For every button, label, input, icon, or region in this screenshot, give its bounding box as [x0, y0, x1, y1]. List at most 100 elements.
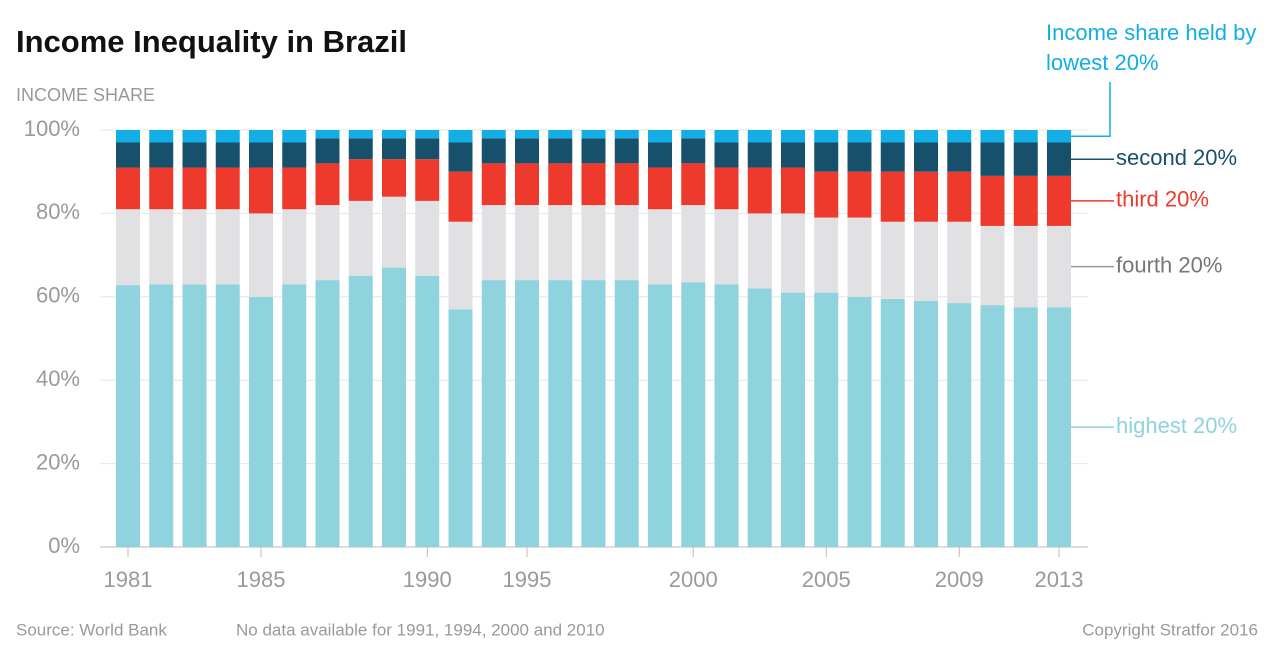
bar-segment [215, 130, 240, 143]
bar-segment [648, 209, 672, 285]
bar-segment [714, 142, 739, 168]
bar-segment [481, 163, 506, 206]
bar-segment [814, 292, 839, 547]
bar-segment [980, 225, 1005, 306]
bar-segment [947, 142, 972, 172]
bar-segment [914, 171, 938, 222]
bar-segment [814, 171, 839, 218]
bar-segment [415, 130, 440, 139]
bar-segment [681, 138, 706, 164]
bar-segment [515, 205, 539, 281]
bar-segment [880, 298, 905, 547]
bar-segment [149, 167, 174, 210]
bar-segment [980, 305, 1005, 547]
bar-segment [415, 138, 440, 160]
bar-segment [880, 171, 905, 222]
bar-segment [249, 130, 273, 143]
bar-segment [182, 167, 207, 210]
bar-segment [415, 200, 440, 276]
bar-segment [481, 130, 506, 139]
bar-segment [282, 167, 307, 210]
bar-segment [614, 205, 639, 281]
y-tick-label: 60% [36, 283, 80, 308]
bar-segment [249, 213, 273, 297]
bar-segment [116, 130, 140, 143]
bar-segment [980, 175, 1005, 226]
bar-segment [149, 209, 174, 285]
bar-segment [182, 142, 207, 168]
bar-segment [315, 163, 340, 206]
bar-segment [481, 138, 506, 164]
bar-segment [215, 142, 240, 168]
bar-segment [116, 285, 140, 547]
bar-segment [282, 284, 307, 547]
bar-segment [149, 284, 174, 547]
bar-segment [947, 221, 972, 304]
bar-segment [681, 205, 706, 283]
bar-segment [182, 130, 207, 143]
y-axis-label: INCOME SHARE [16, 85, 155, 105]
bar-segment [914, 221, 938, 301]
x-tick-label: 2005 [802, 567, 851, 592]
bar-segment [747, 130, 772, 143]
bar-segment [914, 142, 938, 172]
bar-segment [215, 209, 240, 285]
bar-segment [249, 167, 273, 214]
bar-segment [1047, 307, 1071, 547]
y-tick-label: 100% [24, 116, 80, 141]
note: No data available for 1991, 1994, 2000 a… [236, 620, 605, 639]
bar-segment [747, 288, 772, 547]
bar-segment [382, 267, 406, 547]
bar-segment [614, 280, 639, 547]
bar-segment [448, 309, 473, 547]
bar-segment [914, 300, 938, 547]
x-tick-label: 2000 [669, 567, 718, 592]
bar-segment [548, 205, 573, 281]
bar-segment [149, 142, 174, 168]
source: Source: World Bank [16, 620, 167, 639]
x-tick-label: 1985 [237, 567, 286, 592]
bar-segment [581, 138, 606, 164]
bar-segment [348, 275, 373, 547]
legend-label: Income share held by lowest 20% [1046, 20, 1257, 75]
bar-segment [681, 282, 706, 547]
bar-segment [249, 296, 273, 547]
bar-segment [880, 221, 905, 299]
bar-segment [781, 142, 805, 168]
bar-segment [648, 284, 672, 547]
bar-segment [1013, 130, 1038, 143]
bar-segment [681, 130, 706, 139]
bar-segment [1047, 142, 1071, 176]
bar-segment [880, 142, 905, 172]
bar-segment [348, 130, 373, 139]
bar-segment [747, 213, 772, 289]
bar-segment [814, 130, 839, 143]
bar-segment [348, 200, 373, 276]
bar-segment [847, 171, 872, 218]
bar-segment [714, 130, 739, 143]
bar-segment [980, 142, 1005, 176]
x-tick-label: 1981 [104, 567, 153, 592]
bar-segment [315, 130, 340, 139]
bar-segment [182, 284, 207, 547]
bar-segment [515, 163, 539, 206]
bar-segment [747, 142, 772, 168]
bar-segment [116, 209, 140, 286]
bar-segment [382, 159, 406, 197]
bar-segment [1047, 130, 1071, 143]
bar-segment [548, 280, 573, 547]
bar-segment [415, 159, 440, 201]
bar-segment [947, 171, 972, 222]
bar-segment [382, 138, 406, 160]
bar-segment [614, 130, 639, 139]
bar-segment [282, 142, 307, 168]
bar-segment [1013, 307, 1038, 547]
copyright: Copyright Stratfor 2016 [1082, 620, 1258, 639]
legend-label: highest 20% [1116, 413, 1237, 438]
legend-label: second 20% [1116, 145, 1237, 170]
bar-segment [548, 138, 573, 164]
bar-segment [847, 217, 872, 297]
bar-segment [714, 167, 739, 210]
bar-segment [348, 159, 373, 201]
